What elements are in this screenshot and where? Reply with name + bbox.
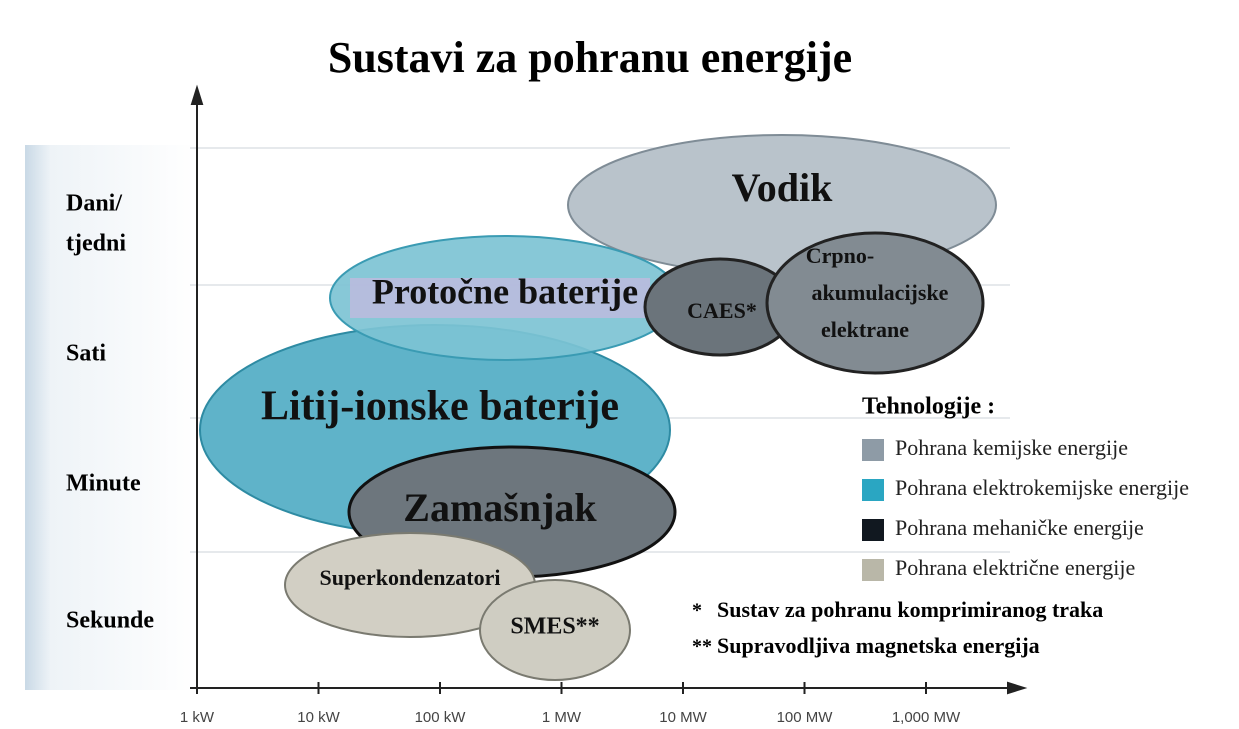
legend-swatch (862, 479, 884, 501)
tech-label: Crpno- (806, 243, 874, 268)
x-label: 10 kW (297, 709, 340, 726)
x-label: 100 kW (415, 709, 467, 726)
band (25, 145, 197, 690)
x-label: 1 MW (542, 709, 582, 726)
legend-swatch (862, 519, 884, 541)
tech-label: Superkondenzatori (320, 565, 501, 590)
note-text: Sustav za pohranu komprimiranog traka (717, 597, 1103, 622)
axes (190, 84, 1028, 695)
tech-label: Vodik (732, 165, 834, 210)
note-marker: * (692, 600, 702, 622)
x-label: 100 MW (777, 709, 834, 726)
legend-swatch (862, 439, 884, 461)
y-label: Dani/ (66, 191, 122, 217)
x-label: 10 MW (659, 709, 707, 726)
note-marker: ** (692, 636, 712, 658)
legend-label: Pohrana mehaničke energije (895, 515, 1144, 540)
tech-label: elektrane (821, 317, 909, 342)
legend-label: Pohrana elektrokemijske energije (895, 475, 1189, 500)
tech-label: SMES** (510, 614, 599, 640)
title: Sustavi za pohranu energije (328, 33, 852, 82)
legend-label: Pohrana kemijske energije (895, 435, 1128, 460)
ellipses (199, 134, 997, 681)
y-label: tjedni (66, 231, 126, 257)
x-label: 1 kW (180, 709, 215, 726)
note-text: Supravodljiva magnetska energija (717, 633, 1040, 658)
y-label: Sekunde (66, 608, 154, 634)
tech-label: CAES* (687, 298, 757, 323)
x-label: 1,000 MW (892, 709, 961, 726)
legend-label: Pohrana električne energije (895, 555, 1135, 580)
tech-label: Protočne baterije (372, 271, 638, 311)
legend-swatch (862, 559, 884, 581)
y-label: Sati (66, 341, 106, 367)
legend-title: Tehnologije : (862, 394, 995, 420)
tech-label: Zamašnjak (403, 485, 597, 530)
tech-label: Litij-ionske baterije (261, 384, 619, 430)
tech-label: akumulacijske (812, 280, 949, 305)
y-label: Minute (66, 471, 141, 497)
